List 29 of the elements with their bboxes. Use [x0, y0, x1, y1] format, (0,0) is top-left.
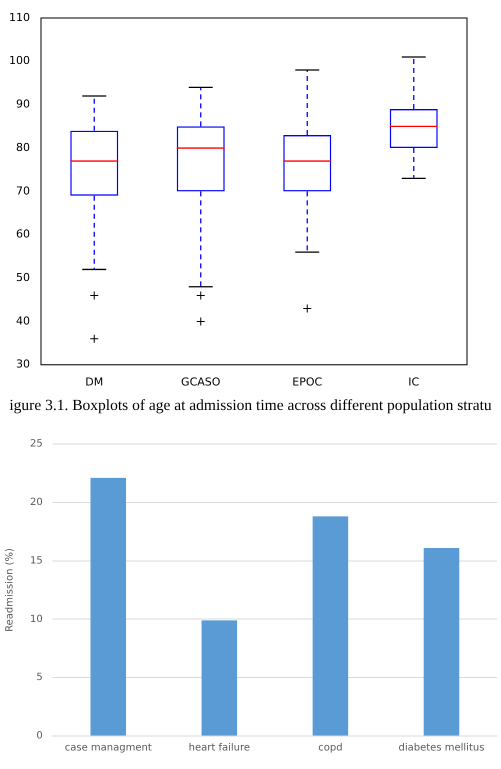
text: igure 3.1. Boxplots of age at admission time across different population stratu — [8, 396, 493, 416]
bar — [202, 620, 238, 736]
y-tick-label: 110 — [8, 10, 30, 24]
bar — [90, 478, 126, 736]
y-tick-label: 100 — [8, 54, 30, 68]
x-tick-label: diabetes mellitus — [398, 742, 484, 754]
x-tick-label: IC — [408, 375, 420, 388]
y-axis-title: Readmission (%) — [4, 548, 16, 632]
x-tick-label: GCASO — [181, 375, 221, 388]
y-tick-label: 0 — [36, 730, 43, 742]
y-tick-label: 5 — [36, 672, 43, 684]
x-tick-label: heart failure — [188, 742, 250, 754]
y-tick-label: 60 — [16, 228, 30, 241]
x-tick-label: case managment — [64, 742, 152, 754]
y-tick-label: 25 — [30, 438, 43, 450]
y-tick-label: 30 — [16, 358, 30, 371]
y-tick-label: 10 — [30, 614, 43, 625]
x-tick-label: DM — [85, 375, 104, 388]
y-tick-label: 15 — [30, 555, 43, 566]
y-tick-label: 50 — [16, 270, 30, 284]
bar — [424, 548, 460, 736]
y-tick-label: 80 — [16, 140, 30, 154]
x-tick-label: EPOC — [292, 375, 323, 388]
y-tick-label: 90 — [16, 98, 30, 111]
y-tick-label: 70 — [16, 184, 30, 198]
y-tick-label: 40 — [16, 314, 30, 328]
x-tick-label: copd — [318, 742, 343, 754]
y-tick-label: 20 — [30, 496, 43, 508]
bar — [312, 516, 348, 736]
